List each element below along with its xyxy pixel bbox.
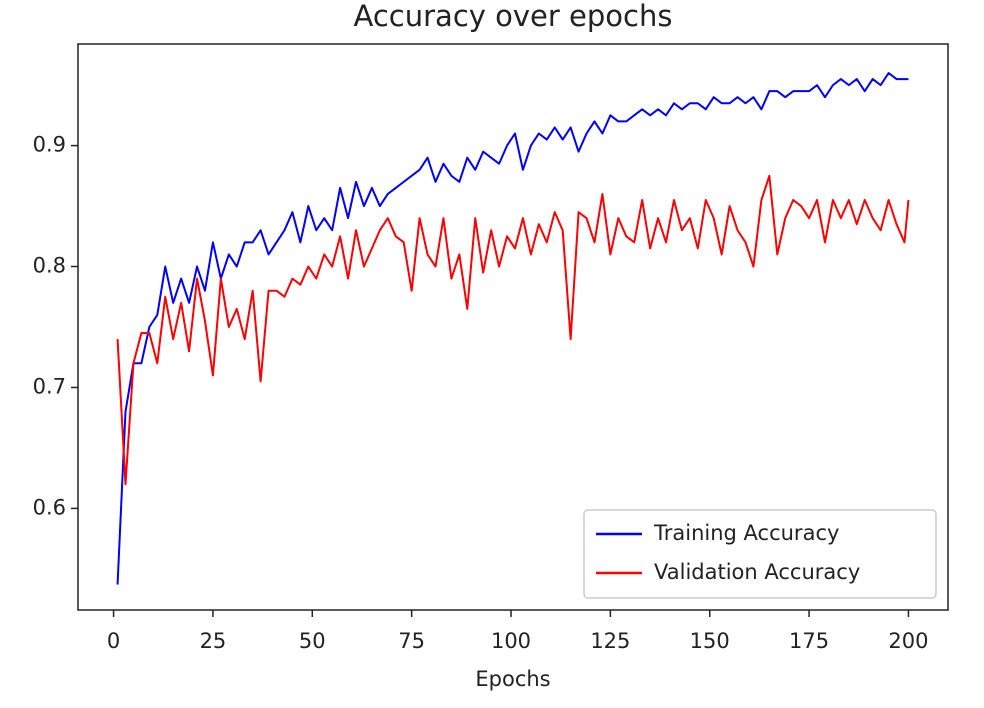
x-tick-label: 75 — [398, 629, 425, 653]
y-tick-label: 0.8 — [33, 254, 66, 278]
plot-frame — [77, 43, 949, 611]
x-tick-label: 0 — [107, 629, 120, 653]
x-tick-label: 25 — [200, 629, 227, 653]
x-tick-label: 125 — [590, 629, 630, 653]
x-tick-label: 150 — [690, 629, 730, 653]
legend-box — [583, 509, 937, 599]
x-tick-label: 175 — [789, 629, 829, 653]
x-tick-label: 200 — [888, 629, 928, 653]
legend-label: Training Accuracy — [653, 521, 839, 545]
y-tick-label: 0.6 — [33, 495, 66, 519]
series-line — [116, 174, 910, 486]
x-axis-label: Epochs — [475, 667, 550, 691]
y-tick-label: 0.9 — [33, 133, 66, 157]
y-tick-label: 0.7 — [33, 374, 66, 398]
chart-title: Accuracy over epochs — [354, 0, 673, 33]
legend-label: Validation Accuracy — [654, 560, 860, 584]
x-tick-label: 100 — [491, 629, 531, 653]
series-line — [116, 72, 909, 585]
x-tick-label: 50 — [299, 629, 326, 653]
